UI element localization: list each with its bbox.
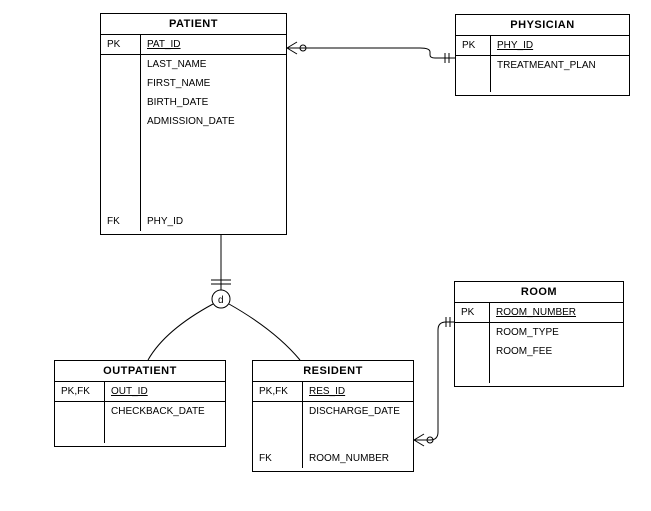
crowfoot-icon bbox=[414, 440, 424, 446]
key-cell: PK,FK bbox=[253, 382, 302, 402]
connector-d-outpatient bbox=[148, 304, 213, 360]
attr-cell: CHECKBACK_DATE bbox=[105, 402, 225, 421]
entity-title: RESIDENT bbox=[253, 361, 413, 382]
key-cell bbox=[455, 323, 489, 331]
attr-cell: ROOM_TYPE bbox=[490, 323, 623, 342]
attr-cell: FIRST_NAME bbox=[141, 74, 286, 93]
key-cell: FK bbox=[253, 449, 302, 468]
attr-cell: PHY_ID bbox=[141, 212, 286, 231]
key-cell bbox=[101, 55, 140, 63]
entity-outpatient: OUTPATIENT PK,FK OUT_ID CHECKBACK_DATE bbox=[54, 360, 226, 447]
disjoint-circle-icon bbox=[212, 290, 230, 308]
entity-physician: PHYSICIAN PK PHY_ID TREATMEANT_PLAN bbox=[455, 14, 630, 96]
key-cell bbox=[101, 63, 140, 71]
crowfoot-icon bbox=[287, 42, 297, 48]
entity-room: ROOM PK ROOM_NUMBER ROOM_TYPE ROOM_FEE bbox=[454, 281, 624, 387]
key-cell: PK bbox=[455, 303, 489, 323]
entity-patient: PATIENT PK FK PAT_ID LAST_NAME FIRST_NAM… bbox=[100, 13, 287, 235]
key-cell: FK bbox=[101, 212, 140, 231]
cardinality-ring-icon bbox=[427, 437, 433, 443]
entity-title: PATIENT bbox=[101, 14, 286, 35]
key-cell: PK bbox=[456, 36, 490, 56]
entity-title: PHYSICIAN bbox=[456, 15, 629, 36]
attr-cell: PAT_ID bbox=[141, 35, 286, 55]
key-cell bbox=[55, 402, 104, 410]
entity-title: ROOM bbox=[455, 282, 623, 303]
cardinality-ring-icon bbox=[300, 45, 306, 51]
crowfoot-icon bbox=[414, 434, 424, 440]
attr-cell: ADMISSION_DATE bbox=[141, 112, 286, 131]
key-cell bbox=[456, 56, 490, 64]
er-diagram-canvas: PATIENT PK FK PAT_ID LAST_NAME FIRST_NAM… bbox=[0, 0, 651, 511]
attr-cell: PHY_ID bbox=[491, 36, 629, 56]
key-cell bbox=[455, 331, 489, 339]
connector-resident-room bbox=[414, 322, 454, 440]
attr-cell: BIRTH_DATE bbox=[141, 93, 286, 112]
attr-cell: ROOM_FEE bbox=[490, 342, 623, 361]
entity-resident: RESIDENT PK,FK FK RES_ID DISCHARGE_DATE … bbox=[252, 360, 414, 472]
crowfoot-icon bbox=[287, 48, 297, 54]
attr-cell: LAST_NAME bbox=[141, 55, 286, 74]
key-cell bbox=[253, 402, 302, 410]
attr-cell: TREATMEANT_PLAN bbox=[491, 56, 629, 75]
key-cell bbox=[101, 79, 140, 87]
key-cell: PK bbox=[101, 35, 140, 55]
entity-title: OUTPATIENT bbox=[55, 361, 225, 382]
connector-patient-physician bbox=[287, 48, 455, 58]
key-cell bbox=[101, 71, 140, 79]
connector-d-resident bbox=[229, 304, 300, 360]
attr-cell: ROOM_NUMBER bbox=[303, 449, 413, 468]
key-cell: PK,FK bbox=[55, 382, 104, 402]
attr-cell: DISCHARGE_DATE bbox=[303, 402, 413, 421]
attr-cell: RES_ID bbox=[303, 382, 413, 402]
disjoint-label: d bbox=[218, 295, 224, 306]
attr-cell: ROOM_NUMBER bbox=[490, 303, 623, 323]
attr-cell: OUT_ID bbox=[105, 382, 225, 402]
